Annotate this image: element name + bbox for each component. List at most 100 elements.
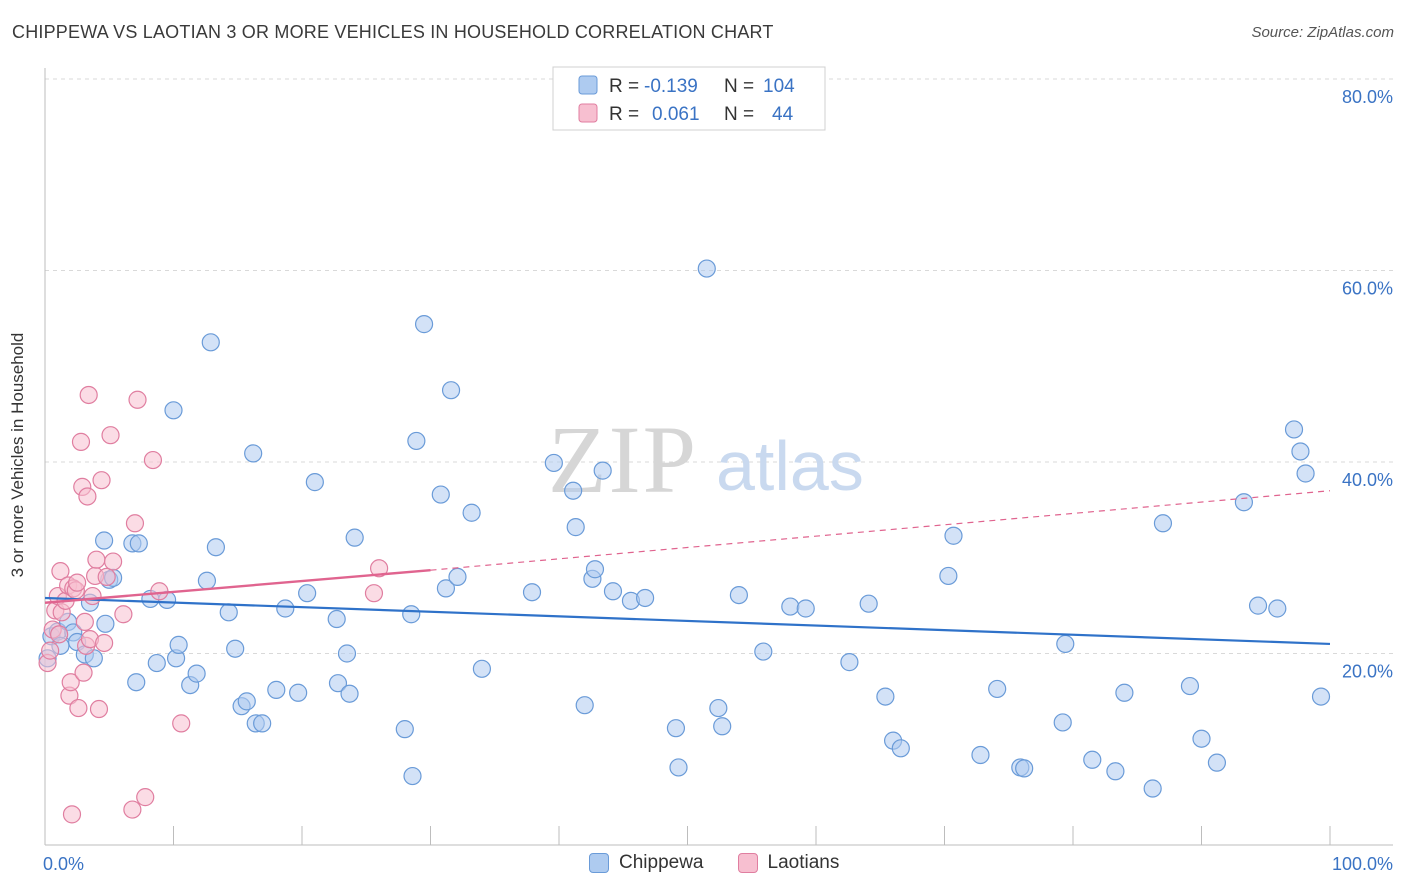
- legend-r-label-chippewa: R =: [609, 76, 639, 97]
- laotian-point-43: [370, 559, 389, 578]
- laotian-point-22: [78, 487, 97, 506]
- chippewa-point-27: [219, 603, 238, 622]
- laotian-point-21: [79, 385, 98, 405]
- laotian-point-36: [136, 788, 155, 807]
- laotian-point-14: [71, 432, 91, 451]
- laotian-point-23: [83, 586, 102, 606]
- chippewa-point-100: [1291, 442, 1310, 461]
- chippewa-point-68: [697, 259, 716, 278]
- legend-item-laotians[interactable]: Laotians: [737, 852, 840, 874]
- legend-r-value-laotian: 0.061: [652, 104, 700, 125]
- chippewa-point-34: [267, 680, 286, 699]
- laotian-point-33: [123, 800, 142, 819]
- chippewa-point-38: [305, 473, 324, 492]
- legend-item-chippewa[interactable]: Chippewa: [589, 852, 704, 874]
- legend-r-value-chippewa: -0.139: [644, 76, 698, 97]
- chippewa-point-20: [169, 635, 188, 654]
- laotian-trend-line: [44, 569, 431, 604]
- chippewa-point-93: [1180, 676, 1200, 696]
- laotian-point-13: [68, 573, 87, 592]
- watermark: ZIP atlas: [548, 406, 864, 513]
- chippewa-point-83: [988, 679, 1007, 699]
- chippewa-point-101: [1296, 464, 1315, 483]
- legend-label-laotians: Laotians: [767, 852, 840, 873]
- chippewa-point-32: [253, 714, 272, 733]
- chippewa-point-62: [593, 461, 612, 480]
- legend-swatch-chippewa-bottom: [589, 853, 609, 873]
- chippewa-point-14: [129, 534, 148, 553]
- x-tick-label-0: 0.0%: [43, 854, 84, 874]
- laotian-point-31: [104, 552, 123, 571]
- chippewa-point-76: [859, 594, 878, 613]
- chippewa-point-42: [340, 684, 359, 703]
- legend-n-value-laotian: 44: [772, 104, 794, 125]
- axes: [44, 68, 1393, 846]
- chippewa-point-57: [564, 481, 583, 500]
- chippewa-point-71: [729, 585, 749, 605]
- legend-swatch-laotian: [578, 103, 598, 123]
- chippewa-point-45: [402, 605, 421, 624]
- chippewa-point-28: [226, 639, 245, 658]
- chippewa-point-97: [1248, 596, 1268, 615]
- chippewa-point-75: [840, 653, 859, 672]
- chippewa-point-61: [585, 560, 605, 579]
- chippewa-point-74: [796, 599, 815, 618]
- chippewa-point-79: [891, 739, 910, 758]
- chippewa-point-23: [197, 571, 217, 590]
- laotian-point-41: [50, 625, 69, 644]
- chippewa-point-96: [1234, 493, 1254, 512]
- chippewa-point-37: [298, 584, 317, 603]
- laotian-point-5: [51, 562, 70, 581]
- chippewa-point-87: [1056, 634, 1075, 654]
- chippewa-point-82: [971, 745, 990, 765]
- laotian-point-30: [101, 426, 120, 445]
- laotian-point-39: [172, 714, 191, 733]
- chippewa-point-88: [1083, 750, 1102, 769]
- laotian-point-29: [97, 567, 116, 587]
- laotian-point-34: [125, 514, 145, 533]
- chippewa-point-86: [1053, 713, 1072, 732]
- chippewa-point-89: [1106, 762, 1125, 781]
- laotian-point-27: [92, 471, 111, 490]
- chippewa-point-44: [395, 720, 414, 739]
- laotian-point-19: [75, 612, 94, 632]
- chippewa-point-98: [1268, 599, 1287, 618]
- chippewa-point-22: [187, 664, 206, 683]
- chippewa-point-67: [669, 758, 688, 777]
- series-legend: Chippewa Laotians: [589, 852, 873, 874]
- chippewa-point-102: [1311, 687, 1331, 706]
- chippewa-point-99: [1284, 420, 1304, 439]
- chippewa-point-58: [566, 518, 585, 537]
- chippewa-point-36: [289, 683, 308, 702]
- legend-n-label-chippewa: N =: [724, 76, 754, 97]
- laotian-point-40: [62, 805, 82, 824]
- chippewa-trend-line: [44, 596, 1331, 646]
- chippewa-point-91: [1143, 779, 1162, 798]
- legend-r-label-laotian: R =: [609, 104, 639, 125]
- chippewa-point-65: [635, 588, 655, 608]
- chippewa-point-90: [1115, 683, 1134, 702]
- chippewa-point-43: [345, 528, 364, 547]
- tick-labels: 20.0% 40.0% 60.0% 80.0% 0.0% 100.0%: [43, 87, 1393, 874]
- stats-legend: R = -0.139 N = 104 R = 0.061 N = 44: [552, 66, 826, 131]
- laotian-point-26: [89, 699, 109, 719]
- laotian-point-28: [95, 633, 114, 653]
- chippewa-point-25: [164, 401, 183, 420]
- legend-n-value-chippewa: 104: [763, 76, 795, 97]
- chippewa-point-59: [575, 696, 594, 715]
- laotian-point-37: [143, 450, 163, 470]
- chippewa-point-50: [436, 579, 456, 598]
- chippewa-point-69: [709, 698, 728, 718]
- x-tick-label-1: 100.0%: [1332, 854, 1393, 874]
- watermark-atlas: atlas: [716, 427, 864, 505]
- chippewa-point-72: [754, 642, 773, 661]
- laotian-point-17: [74, 663, 93, 682]
- chippewa-point-48: [414, 315, 434, 334]
- chippewa-point-66: [666, 719, 686, 738]
- gridlines: [45, 78, 1395, 654]
- chippewa-point-54: [472, 659, 491, 678]
- chippewa-point-63: [603, 582, 623, 601]
- chippewa-point-40: [328, 674, 348, 693]
- legend-swatch-chippewa: [578, 75, 598, 95]
